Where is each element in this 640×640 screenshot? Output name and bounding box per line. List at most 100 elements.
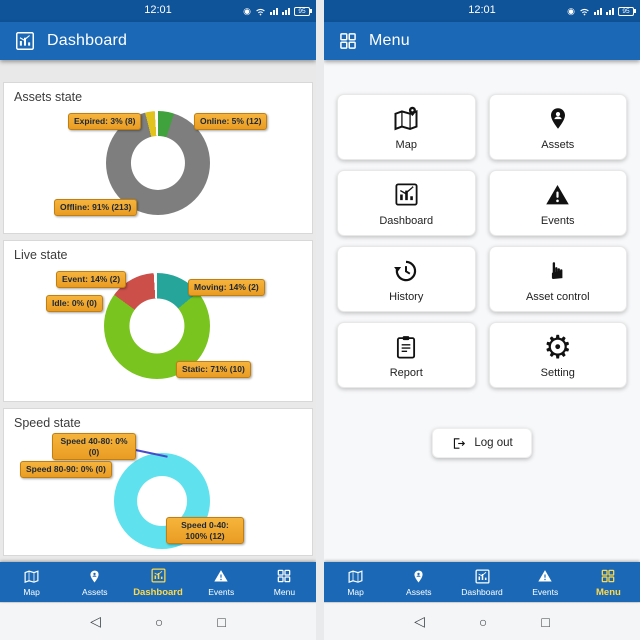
person-pin-icon (411, 567, 426, 585)
menu-button-label: Setting (540, 366, 575, 379)
signal-icon-sim2 (606, 7, 614, 15)
menu-button-label: History (389, 290, 424, 303)
chart-label-speed-0-40: Speed 0-40: 100% (12) (166, 517, 244, 545)
menu-button-events[interactable]: Events (488, 170, 627, 236)
status-bar: 12:01 ◉ 95 (324, 0, 640, 22)
signal-icon-sim2 (282, 7, 290, 15)
live-state-card: Live state Event: 14% (2) Moving: 14% (2… (3, 240, 313, 402)
signal-icon-sim1 (594, 7, 602, 15)
chart-label-online: Online: 5% (12) (194, 113, 268, 130)
android-home-button[interactable]: ○ (478, 613, 488, 630)
chart-icon (150, 567, 167, 585)
logout-label: Log out (474, 437, 513, 449)
menu-button-assets[interactable]: Assets (488, 94, 627, 160)
nav-label: Menu (273, 587, 296, 597)
nav-menu[interactable]: Menu (253, 562, 316, 602)
map-icon (391, 104, 421, 134)
battery-icon: 95 (618, 6, 636, 16)
page-title: Menu (369, 32, 410, 49)
bottom-nav: Map Assets Dashboard Events Menu (0, 562, 316, 602)
nav-label: Map (23, 587, 40, 597)
logout-button[interactable]: Log out (432, 428, 532, 458)
menu-button-setting[interactable]: ⚙ Setting (488, 322, 627, 388)
history-clock-icon (392, 256, 420, 286)
nav-label: Dashboard (133, 586, 183, 598)
assets-state-title: Assets state (14, 90, 83, 104)
nav-label: Events (208, 587, 235, 597)
nav-label: Assets (82, 587, 108, 597)
nav-label: Events (532, 587, 559, 597)
nav-events[interactable]: Events (514, 562, 577, 602)
assets-state-donut (106, 111, 210, 215)
menu-button-asset-control[interactable]: ☛ Asset control (488, 246, 627, 312)
page-title: Dashboard (47, 32, 128, 49)
menu-button-report[interactable]: Report (337, 322, 476, 388)
android-home-button[interactable]: ○ (154, 613, 164, 630)
logout-icon (451, 436, 466, 451)
chart-label-speed-40-80: Speed 40-80: 0% (0) (52, 433, 136, 461)
speed-state-title: Speed state (14, 416, 81, 430)
menu-button-dashboard[interactable]: Dashboard (337, 170, 476, 236)
dashboard-content: Assets state Expired: 3% (8) Online: 5% … (0, 60, 316, 562)
person-pin-icon (546, 104, 570, 134)
nav-label: Assets (406, 587, 432, 597)
notification-icon: ◉ (243, 5, 251, 16)
nav-assets[interactable]: Assets (63, 562, 126, 602)
signal-icon-sim1 (270, 7, 278, 15)
menu-content: Map Assets Dashboard (324, 60, 640, 562)
logout-area: Log out (337, 428, 627, 458)
nav-assets[interactable]: Assets (387, 562, 450, 602)
chart-label-idle: Idle: 0% (0) (46, 295, 103, 312)
status-time: 12:01 (144, 4, 172, 16)
nav-events[interactable]: Events (190, 562, 253, 602)
menu-button-label: Map (395, 138, 417, 151)
map-icon (346, 567, 365, 585)
dashboard-appbar: Dashboard (0, 22, 316, 60)
android-back-button[interactable]: ◁ (414, 613, 425, 629)
dashboard-screen: 12:01 ◉ 95 Dashboard Assets state (0, 0, 316, 640)
nav-dashboard[interactable]: Dashboard (450, 562, 513, 602)
menu-button-label: Report (389, 366, 423, 379)
pointer-hand-icon: ☛ (544, 260, 571, 281)
assets-state-card: Assets state Expired: 3% (8) Online: 5% … (3, 82, 313, 234)
android-recents-button[interactable]: □ (217, 613, 226, 630)
menu-screen: 12:01 ◉ 95 Menu (324, 0, 640, 640)
chart-icon (474, 567, 491, 585)
menu-appbar: Menu (324, 22, 640, 60)
status-bar: 12:01 ◉ 95 (0, 0, 316, 22)
nav-label: Dashboard (461, 587, 503, 597)
menu-button-map[interactable]: Map (337, 94, 476, 160)
assets-state-chart: Expired: 3% (8) Online: 5% (12) Offline:… (4, 107, 312, 233)
status-time: 12:01 (468, 4, 496, 16)
nav-dashboard[interactable]: Dashboard (126, 562, 189, 602)
map-icon (22, 567, 41, 585)
chart-label-static: Static: 71% (10) (176, 361, 251, 378)
android-back-button[interactable]: ◁ (90, 613, 101, 629)
warning-icon (543, 180, 572, 210)
report-clipboard-icon (393, 332, 419, 362)
warning-icon (536, 567, 554, 585)
nav-map[interactable]: Map (324, 562, 387, 602)
warning-icon (212, 567, 230, 585)
grid-menu-icon (276, 567, 292, 585)
gear-icon: ⚙ (543, 328, 573, 365)
grid-menu-header-icon (338, 31, 358, 51)
nav-map[interactable]: Map (0, 562, 63, 602)
wifi-icon (255, 7, 266, 16)
android-recents-button[interactable]: □ (541, 613, 550, 630)
speed-state-card: Speed state Speed 40-80: 0% (0) Speed 80… (3, 408, 313, 556)
chart-label-expired: Expired: 3% (8) (68, 113, 142, 130)
menu-button-label: Asset control (525, 290, 590, 303)
menu-button-label: Dashboard (379, 214, 434, 227)
speed-state-chart: Speed 40-80: 0% (0) Speed 80-90: 0% (0) … (4, 433, 312, 555)
nav-menu[interactable]: Menu (577, 562, 640, 602)
grid-menu-icon (600, 567, 616, 585)
live-state-chart: Event: 14% (2) Moving: 14% (2) Idle: 0% … (4, 265, 312, 401)
nav-label: Menu (596, 586, 621, 598)
battery-icon: 95 (294, 6, 312, 16)
chart-label-offline: Offline: 91% (213) (54, 199, 138, 216)
bottom-nav: Map Assets Dashboard Events Menu (324, 562, 640, 602)
menu-button-history[interactable]: History (337, 246, 476, 312)
chart-icon (393, 180, 420, 210)
